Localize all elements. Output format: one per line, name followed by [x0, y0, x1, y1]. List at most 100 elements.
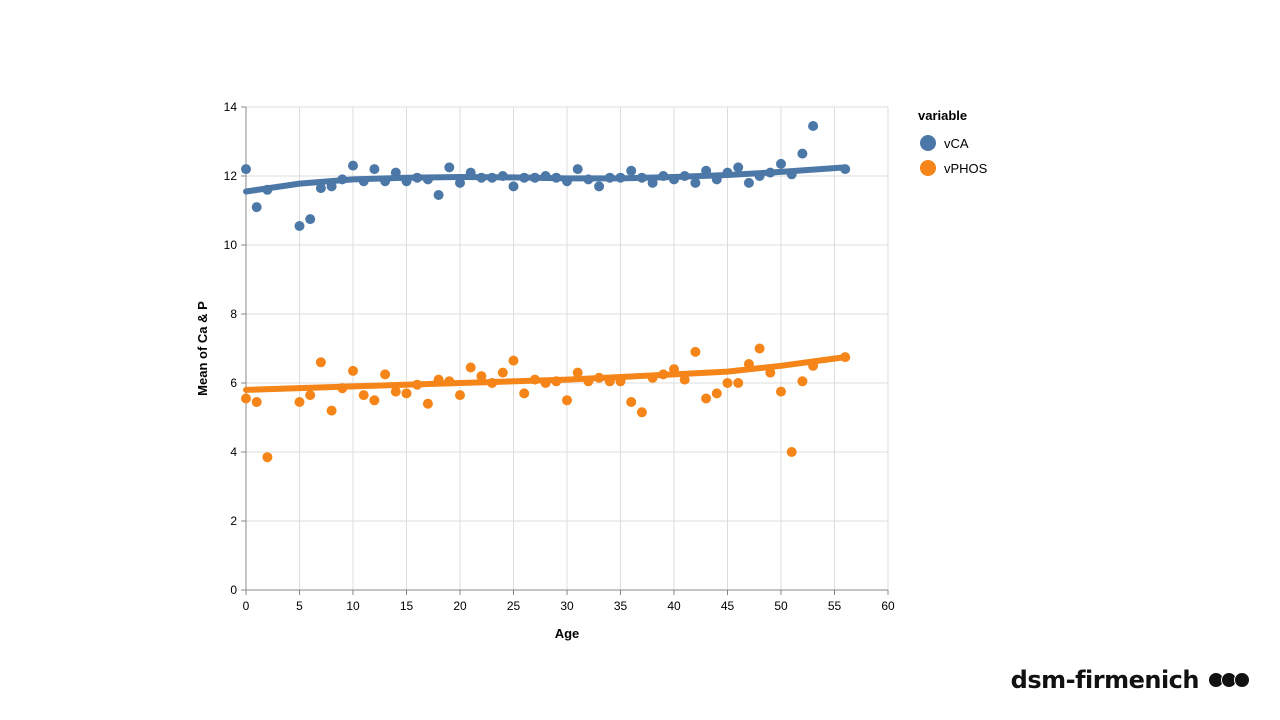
data-point-vphos: [519, 388, 530, 399]
data-point-vca: [390, 167, 401, 178]
y-tick-label: 12: [224, 169, 238, 183]
data-point-vca: [711, 174, 722, 185]
data-point-vphos: [797, 376, 808, 387]
legend: variable vCA vPHOS: [918, 108, 988, 176]
y-axis-title: Mean of Ca & P: [195, 301, 210, 396]
data-point-vca: [626, 165, 637, 176]
x-tick-label: 55: [828, 599, 842, 613]
data-point-vca: [433, 190, 444, 200]
data-point-vca: [294, 221, 305, 231]
x-axis-title: Age: [555, 626, 580, 641]
data-point-vphos: [455, 390, 465, 401]
data-point-vphos: [390, 386, 401, 397]
data-point-vca: [358, 176, 369, 187]
data-point-vca: [690, 177, 701, 188]
x-tick-label: 25: [507, 599, 521, 613]
data-point-vca: [348, 160, 358, 171]
data-point-vca: [305, 214, 316, 225]
data-point-vphos: [733, 378, 744, 388]
data-point-vca: [401, 176, 412, 187]
data-point-vca: [765, 167, 776, 178]
data-point-vca: [754, 171, 765, 181]
data-point-vphos: [604, 376, 615, 387]
data-point-vphos: [636, 407, 647, 418]
data-point-vphos: [786, 447, 797, 457]
data-point-vphos: [743, 359, 754, 369]
x-tick-label: 0: [243, 599, 250, 613]
data-point-vca: [251, 202, 262, 213]
data-point-vca: [412, 172, 423, 183]
data-point-vphos: [305, 390, 316, 401]
data-point-vphos: [326, 405, 337, 416]
data-point-vca: [455, 177, 465, 188]
data-point-vca: [722, 167, 733, 178]
data-point-vphos: [572, 367, 583, 378]
data-point-vca: [422, 174, 433, 185]
x-tick-label: 60: [881, 599, 895, 613]
brand-name: dsm-firmenich: [1010, 666, 1200, 694]
x-tick-label: 15: [400, 599, 414, 613]
data-point-vca: [369, 164, 380, 175]
data-point-vca: [465, 167, 476, 178]
data-point-vca: [701, 165, 712, 176]
data-point-vphos: [315, 357, 326, 368]
data-points: [241, 121, 851, 463]
data-point-vphos: [551, 376, 562, 387]
data-point-vphos: [776, 386, 786, 397]
data-point-vphos: [487, 378, 498, 388]
x-tick-label: 10: [346, 599, 360, 613]
data-point-vphos: [583, 376, 594, 387]
data-point-vphos: [840, 352, 851, 363]
data-point-vca: [776, 158, 786, 169]
data-point-vphos: [294, 397, 305, 407]
data-point-vca: [337, 174, 348, 185]
data-point-vca: [636, 172, 647, 183]
legend-swatch-vca: [920, 135, 936, 151]
data-point-vphos: [262, 452, 273, 463]
data-point-vca: [508, 181, 519, 192]
x-tick-label: 5: [296, 599, 303, 613]
data-point-vca: [604, 172, 615, 183]
data-point-vphos: [808, 360, 819, 371]
data-point-vphos: [476, 371, 487, 382]
data-point-vphos: [433, 374, 444, 385]
data-point-vphos: [422, 398, 433, 409]
data-point-vphos: [529, 374, 540, 385]
data-point-vca: [529, 172, 540, 183]
data-point-vphos: [508, 355, 519, 366]
data-point-vca: [679, 171, 690, 181]
data-point-vphos: [562, 395, 572, 406]
y-tick-label: 2: [230, 514, 237, 528]
data-point-vphos: [658, 369, 669, 380]
data-point-vca: [797, 148, 808, 159]
data-point-vphos: [401, 388, 412, 399]
y-tick-label: 14: [224, 100, 238, 114]
data-point-vphos: [647, 372, 658, 383]
data-point-vphos: [615, 376, 626, 387]
data-point-vphos: [594, 372, 605, 383]
data-point-vca: [572, 164, 583, 175]
data-point-vca: [380, 176, 391, 187]
data-point-vphos: [348, 365, 358, 376]
data-point-vca: [476, 172, 487, 183]
data-point-vphos: [679, 374, 690, 385]
data-point-vphos: [369, 395, 380, 406]
data-point-vca: [615, 172, 626, 183]
y-tick-label: 10: [224, 238, 238, 252]
data-point-vca: [326, 181, 337, 192]
data-point-vphos: [337, 383, 348, 394]
data-point-vphos: [465, 362, 476, 373]
legend-swatch-vphos: [920, 160, 936, 176]
data-point-vca: [444, 162, 455, 173]
data-point-vca: [487, 172, 498, 183]
data-point-vphos: [765, 367, 776, 378]
data-point-vphos: [241, 393, 251, 404]
data-point-vca: [562, 176, 572, 187]
data-point-vca: [315, 183, 326, 194]
x-tick-label: 45: [721, 599, 735, 613]
y-tick-label: 0: [230, 583, 237, 597]
data-point-vca: [658, 171, 669, 181]
data-point-vphos: [626, 397, 637, 407]
data-point-vca: [551, 172, 562, 183]
y-tick-label: 8: [230, 307, 237, 321]
